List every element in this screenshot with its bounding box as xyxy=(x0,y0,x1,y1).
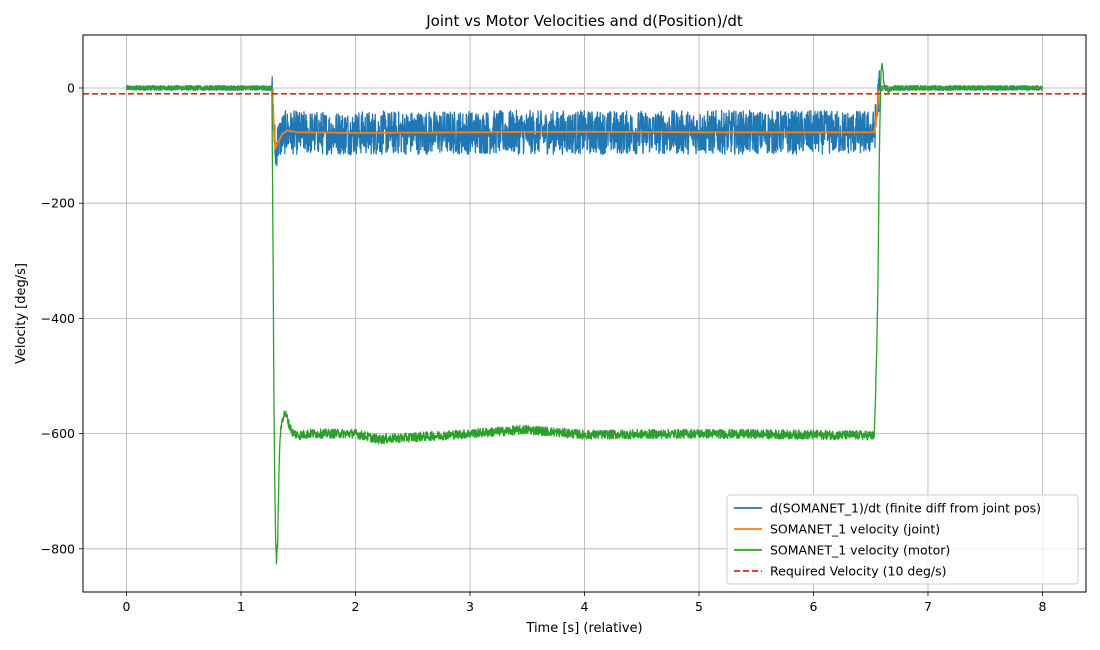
y-tick-label: 0 xyxy=(67,80,75,95)
y-axis-label: Velocity [deg/s] xyxy=(14,263,29,364)
series-line-2 xyxy=(125,62,1044,565)
x-tick-label: 7 xyxy=(924,599,932,614)
legend: d(SOMANET_1)/dt (finite diff from joint … xyxy=(726,494,1079,585)
x-tick-label: 1 xyxy=(237,599,245,614)
legend-label: d(SOMANET_1)/dt (finite diff from joint … xyxy=(770,501,1041,516)
series-group xyxy=(83,62,1086,565)
y-tick-label: −600 xyxy=(41,426,75,441)
legend-frame xyxy=(726,494,1079,585)
y-tick-label: −200 xyxy=(41,196,75,211)
legend-label: Required Velocity (10 deg/s) xyxy=(770,564,947,579)
y-tick-label: −400 xyxy=(41,311,75,326)
x-axis-label: Time [s] (relative) xyxy=(525,621,642,636)
x-tick-label: 0 xyxy=(123,599,131,614)
x-tick-label: 4 xyxy=(581,599,589,614)
y-tick-label: −800 xyxy=(41,541,75,556)
legend-label: SOMANET_1 velocity (motor) xyxy=(770,543,950,558)
x-tick-label: 5 xyxy=(695,599,703,614)
x-tick-label: 2 xyxy=(352,599,360,614)
chart-title: Joint vs Motor Velocities and d(Position… xyxy=(425,12,743,30)
legend-label: SOMANET_1 velocity (joint) xyxy=(770,522,940,537)
axis-ticks: 0 1 2 3 4 5 6 7 8 0 −200 −400 −600 −800 xyxy=(41,80,1047,614)
x-tick-label: 6 xyxy=(810,599,818,614)
x-tick-label: 8 xyxy=(1039,599,1047,614)
x-tick-label: 3 xyxy=(466,599,474,614)
